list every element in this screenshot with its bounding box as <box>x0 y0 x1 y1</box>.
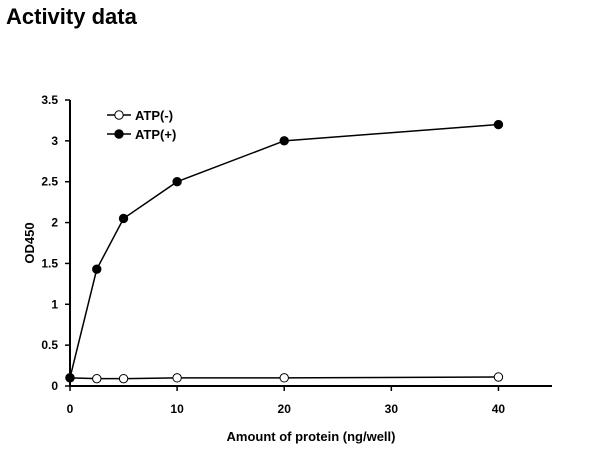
y-tick-label: 1 <box>51 297 58 311</box>
y-tick-label: 3.5 <box>41 93 58 107</box>
y-tick-label: 3 <box>51 134 58 148</box>
x-tick-label: 0 <box>67 402 74 416</box>
axes: 0 10 20 30 40 0 0.5 1 1.5 2 2.5 3 3.5 <box>41 93 552 416</box>
y-tick-label: 0.5 <box>41 338 58 352</box>
series-lines <box>69 123 499 380</box>
data-point-atp <box>92 264 102 274</box>
y-axis-label: OD450 <box>22 222 37 263</box>
legend-label-atp: ATP(+) <box>135 127 176 142</box>
series-line-atp <box>69 123 499 379</box>
data-point-atp <box>279 136 289 146</box>
data-point-atp <box>493 119 504 130</box>
data-point-atp <box>279 373 289 383</box>
x-axis-label: Amount of protein (ng/well) <box>227 429 396 444</box>
data-point-atp <box>118 373 129 384</box>
data-point-atp <box>172 177 182 187</box>
legend-marker-atp <box>114 129 124 139</box>
legend-marker-atp <box>114 110 124 120</box>
data-point-atp <box>493 372 504 382</box>
x-tick-label: 20 <box>278 402 292 416</box>
x-tick-label: 40 <box>492 402 506 416</box>
data-point-atp <box>118 213 129 224</box>
data-point-atp <box>65 373 75 383</box>
y-tick-label: 2.5 <box>41 175 58 189</box>
data-point-atp <box>92 373 102 384</box>
page-title: Activity data <box>6 4 137 29</box>
y-tick-label: 0 <box>51 379 58 393</box>
legend-label-atp: ATP(-) <box>135 108 173 123</box>
data-point-atp <box>172 373 182 383</box>
x-tick-label: 30 <box>385 402 399 416</box>
y-tick-label: 2 <box>51 216 58 230</box>
y-tick-label: 1.5 <box>41 256 58 270</box>
legend: ATP(-) ATP(+) <box>107 108 176 142</box>
data-points <box>65 119 504 384</box>
x-tick-label: 10 <box>170 402 184 416</box>
